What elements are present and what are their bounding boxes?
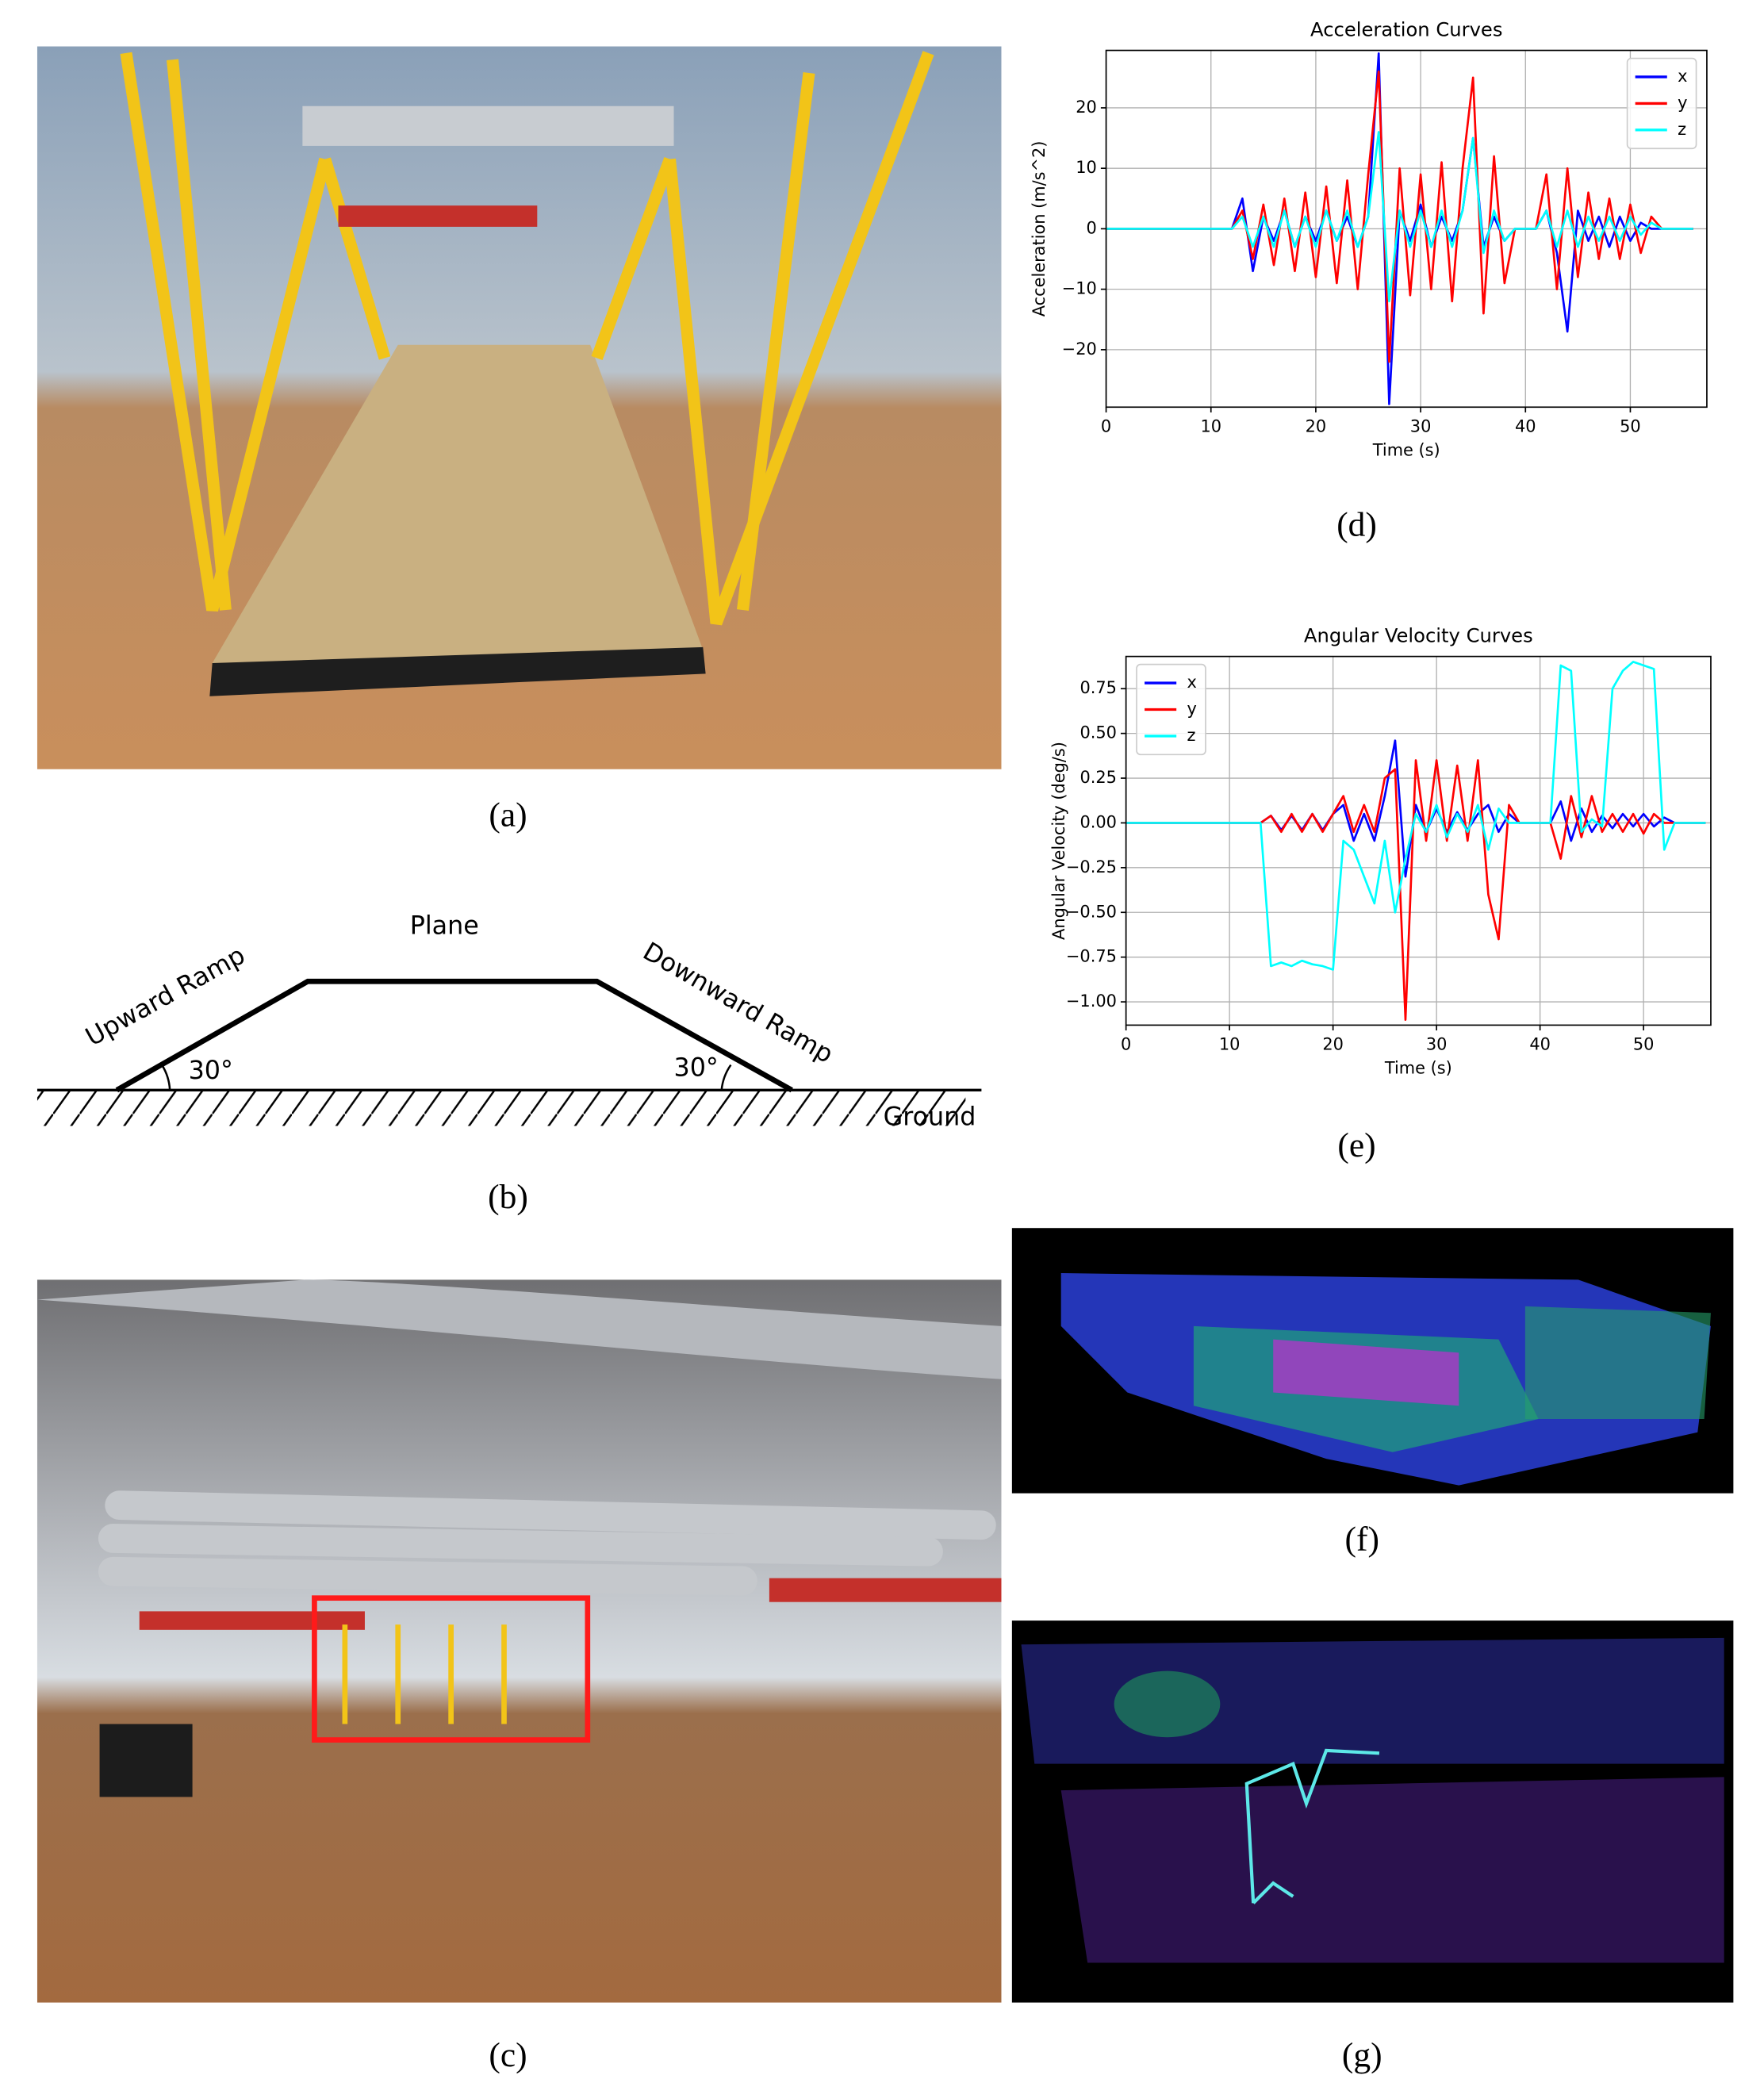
x-tick-label: 10 (1219, 1034, 1241, 1053)
x-axis-label: Time (s) (1372, 440, 1440, 459)
y-tick-label: −0.50 (1066, 902, 1117, 921)
x-tick-label: 0 (1101, 416, 1111, 435)
photo-ramp (36, 46, 1002, 769)
plot-area (1106, 52, 1693, 405)
ramp-diagram: Plane Upward Ramp Downward Ramp 30° 30° … (36, 912, 982, 1131)
data-line (1126, 759, 1706, 1021)
diagram-label: Upward Ramp (81, 942, 250, 1053)
charts: 0 10 20 30 40 50 −20 −10 0 10 20 Acceleration Curve… (1030, 17, 1712, 1078)
x-tick-label: 0 (1121, 1034, 1131, 1053)
panel-label: (e) (1337, 1126, 1375, 1164)
panel-label: (f) (1345, 1520, 1379, 1558)
legend-label: x (1187, 673, 1197, 692)
plot-area (1126, 661, 1706, 1021)
legend-label: y (1678, 93, 1687, 112)
x-tick-label: 10 (1200, 416, 1221, 435)
y-axis-label: Acceleration (m/s^2) (1030, 141, 1049, 317)
photo-hall (36, 1279, 1002, 2003)
panel-label: (b) (488, 1178, 528, 1216)
legend-label: y (1187, 699, 1197, 718)
x-axis-label: Time (s) (1384, 1059, 1452, 1078)
ground-label: Ground (884, 1103, 976, 1131)
data-line (1126, 661, 1706, 971)
diagram-label: Plane (410, 912, 479, 941)
y-tick-label: −1.00 (1066, 991, 1117, 1011)
axes-frame (1105, 49, 1708, 408)
y-tick-label: 0.50 (1079, 723, 1116, 742)
angle-label: 30° (189, 1057, 233, 1085)
x-tick-label: 40 (1515, 416, 1536, 435)
axes-frame (1125, 655, 1712, 1026)
legend: xyz (1626, 57, 1697, 150)
y-tick-label: −10 (1062, 279, 1097, 298)
chart-title: Angular Velocity Curves (1304, 624, 1533, 647)
chart: 0 10 20 30 40 50 −1.00 −0.75 −0.50 −0.25 0.00 0.25 0… (1049, 624, 1712, 1078)
legend: xyz (1136, 663, 1206, 756)
data-line (1106, 131, 1693, 303)
y-tick-label: 0 (1087, 218, 1097, 237)
x-tick-label: 20 (1306, 416, 1327, 435)
panel-label: (a) (489, 796, 527, 834)
y-tick-label: 0.00 (1079, 812, 1116, 831)
y-tick-label: −20 (1062, 339, 1097, 359)
y-tick-label: 0.25 (1079, 768, 1116, 787)
panel-label: (c) (489, 2036, 527, 2074)
x-tick-label: 30 (1410, 416, 1432, 435)
x-tick-label: 40 (1529, 1034, 1551, 1053)
x-tick-label: 50 (1633, 1034, 1655, 1053)
y-axis-label: Angular Velocity (deg/s) (1049, 742, 1068, 940)
y-tick-label: −0.75 (1066, 947, 1117, 966)
diagram-label: Downward Ramp (638, 938, 838, 1069)
y-tick-label: 10 (1076, 158, 1097, 177)
angle-label: 30° (674, 1054, 719, 1083)
y-tick-label: −0.25 (1066, 857, 1117, 876)
chart: 0 10 20 30 40 50 −20 −10 0 10 20 Acceleration Curve… (1030, 17, 1708, 459)
y-tick-label: 0.75 (1079, 678, 1116, 697)
x-tick-label: 50 (1620, 416, 1641, 435)
legend-label: z (1187, 726, 1196, 745)
x-tick-label: 30 (1426, 1034, 1448, 1053)
panel-label: (g) (1342, 2036, 1382, 2074)
legend-label: x (1678, 67, 1687, 86)
panel-label: (d) (1336, 505, 1377, 543)
point-cloud-map (1011, 1228, 1734, 1494)
legend-label: z (1678, 120, 1686, 139)
point-cloud-trajectory (1011, 1620, 1734, 2003)
chart-title: Acceleration Curves (1310, 17, 1502, 40)
x-tick-label: 20 (1322, 1034, 1344, 1053)
y-tick-label: 20 (1076, 98, 1097, 117)
